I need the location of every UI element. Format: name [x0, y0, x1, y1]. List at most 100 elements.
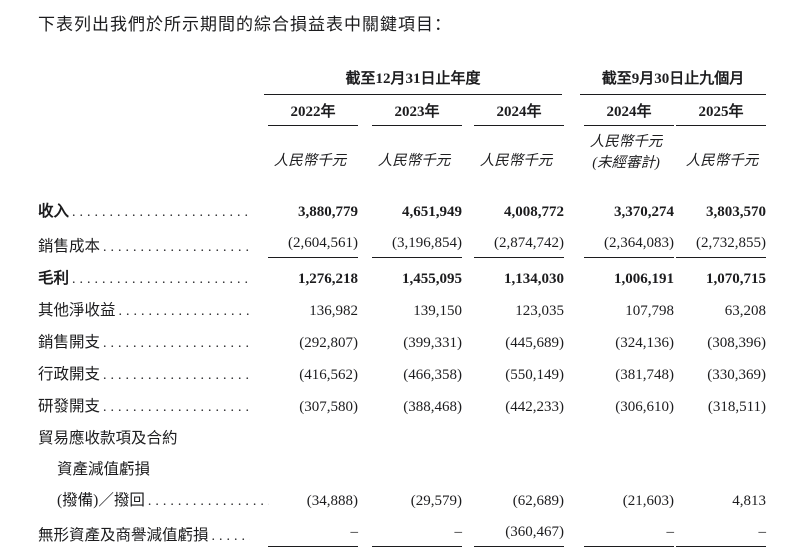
cell-value: – — [268, 522, 358, 547]
cell-value: (388,468) — [403, 399, 462, 415]
row-label: 銷售成本 — [38, 238, 101, 255]
cell-value: (445,689) — [505, 335, 565, 351]
dot-leader: ........................................… — [147, 494, 269, 509]
cell-value: 4,651,949 — [402, 204, 462, 220]
cell-value: 3,803,570 — [706, 204, 767, 220]
year-header-spacer — [38, 95, 256, 126]
cell-value: 4,008,772 — [504, 204, 565, 220]
cell-value: (306,610) — [615, 399, 675, 415]
unit-2023: 人民幣千元 — [377, 153, 451, 169]
group-label-interim: 截至9月30日止九個月 — [580, 69, 767, 95]
unit-header-spacer — [38, 126, 256, 173]
cell-value: (308,396) — [707, 335, 767, 351]
year-2024-interim: 2024年 — [564, 95, 675, 126]
cell-value: 136,982 — [309, 303, 358, 319]
row-label: 無形資產及商譽減值虧損 — [38, 527, 209, 544]
year-header-row: 2022年 2023年 2024年 2024年 2025年 — [38, 95, 767, 126]
cell-value: (3,196,854) — [372, 233, 462, 258]
dot-leader: ........................................… — [103, 368, 250, 383]
cell-value: (324,136) — [615, 335, 675, 351]
cell-value: – — [372, 522, 462, 547]
dot-leader: ........................................… — [103, 400, 250, 415]
table-row-gross-profit: 毛利......................................… — [38, 268, 766, 300]
cell-value: (381,748) — [615, 367, 675, 383]
cell-value: (442,233) — [505, 399, 565, 415]
group-header-spacer — [38, 69, 256, 95]
table-row-admin-expenses: 行政開支....................................… — [38, 364, 766, 396]
unit-header-row: 人民幣千元 人民幣千元 人民幣千元 人民幣千元 (未經審計) 人民幣千元 — [38, 126, 766, 173]
unit-2025-interim: 人民幣千元 — [685, 153, 759, 169]
cell-value: 1,455,095 — [402, 271, 462, 287]
table-row-selling-expenses: 銷售開支....................................… — [38, 332, 766, 364]
unit-2024-interim: 人民幣千元 (未經審計) — [564, 126, 674, 173]
cell-value: (62,689) — [512, 493, 565, 509]
cell-value: (2,874,742) — [474, 233, 565, 258]
cell-value: 63,208 — [724, 303, 767, 319]
row-label: 收入 — [38, 203, 70, 220]
dot-leader: ........................................… — [72, 272, 250, 287]
unit-2024: 人民幣千元 — [479, 153, 553, 169]
table-row-impairment-label-line1: 貿易應收款項及合約 — [38, 428, 766, 459]
cell-value: (2,732,855) — [676, 233, 767, 258]
year-2022: 2022年 — [256, 95, 358, 126]
dot-leader: ........................................… — [211, 529, 250, 544]
table-row-impairment-label-line2: 資產減值虧損 — [38, 459, 766, 490]
year-2023: 2023年 — [358, 95, 462, 126]
group-label-annual: 截至12月31日止年度 — [264, 69, 563, 95]
table-row-impairment-provision-reversal: (撥備)／撥回.................................… — [38, 490, 766, 522]
unaudited-note: (未經審計) — [592, 155, 660, 171]
unit-2022: 人民幣千元 — [273, 153, 347, 169]
cell-value: (21,603) — [622, 493, 675, 509]
row-label: 毛利 — [38, 270, 70, 287]
year-2024: 2024年 — [462, 95, 565, 126]
cell-value: (2,364,083) — [584, 233, 675, 258]
row-label: 資產減值虧損 — [57, 461, 151, 478]
cell-value: (318,511) — [707, 399, 767, 415]
row-label: 其他淨收益 — [38, 302, 116, 319]
cell-value: (307,580) — [299, 399, 358, 415]
row-label: 貿易應收款項及合約 — [38, 430, 178, 447]
cell-value: (29,579) — [410, 493, 462, 509]
table-row-rd-expenses: 研發開支....................................… — [38, 396, 766, 428]
cell-value: 1,134,030 — [504, 271, 565, 287]
row-label: (撥備)／撥回 — [57, 492, 145, 509]
dot-leader: ........................................… — [72, 205, 250, 220]
group-header-annual: 截至12月31日止年度 — [256, 69, 564, 95]
dot-leader: ........................................… — [118, 304, 250, 319]
cell-value: – — [584, 522, 675, 547]
cell-value: 4,813 — [732, 493, 767, 509]
cell-value: (466,358) — [403, 367, 462, 383]
cell-value: 1,070,715 — [706, 271, 767, 287]
cell-value: (399,331) — [403, 335, 462, 351]
cell-value: 1,006,191 — [614, 271, 675, 287]
group-header-row: 截至12月31日止年度 截至9月30日止九個月 — [38, 69, 767, 95]
cell-value: (360,467) — [474, 522, 565, 547]
cell-value: 3,880,779 — [298, 204, 358, 220]
row-label: 銷售開支 — [38, 334, 101, 351]
dot-leader: ........................................… — [103, 336, 250, 351]
cell-value: (416,562) — [299, 367, 358, 383]
group-header-interim: 截至9月30日止九個月 — [564, 69, 767, 95]
cell-value: (550,149) — [505, 367, 565, 383]
cell-value: 107,798 — [625, 303, 675, 319]
row-label: 行政開支 — [38, 366, 101, 383]
cell-value: 139,150 — [413, 303, 462, 319]
cell-value: (292,807) — [299, 335, 358, 351]
cell-value: (330,369) — [707, 367, 767, 383]
cell-value: 123,035 — [515, 303, 565, 319]
intro-text: 下表列出我們於所示期間的綜合損益表中關鍵項目： — [38, 15, 452, 34]
table-row-intangible-goodwill-impairment: 無形資產及商譽減值虧損.............................… — [38, 522, 767, 555]
cell-value: 1,276,218 — [298, 271, 358, 287]
cell-value: (2,604,561) — [268, 233, 358, 258]
table-row-revenue: 收入......................................… — [38, 173, 766, 233]
table-row-cost-of-sales: 銷售成本....................................… — [38, 233, 767, 268]
cell-value: 3,370,274 — [614, 204, 675, 220]
table-row-other-net-income: 其他淨收益...................................… — [38, 300, 766, 332]
cell-value: (34,888) — [306, 493, 358, 509]
cell-value: – — [676, 522, 767, 547]
income-statement-table: 截至12月31日止年度 截至9月30日止九個月 2022年 2023年 2024… — [38, 69, 767, 555]
dot-leader: ........................................… — [103, 240, 250, 255]
row-label: 研發開支 — [38, 398, 101, 415]
year-2025-interim: 2025年 — [674, 95, 767, 126]
